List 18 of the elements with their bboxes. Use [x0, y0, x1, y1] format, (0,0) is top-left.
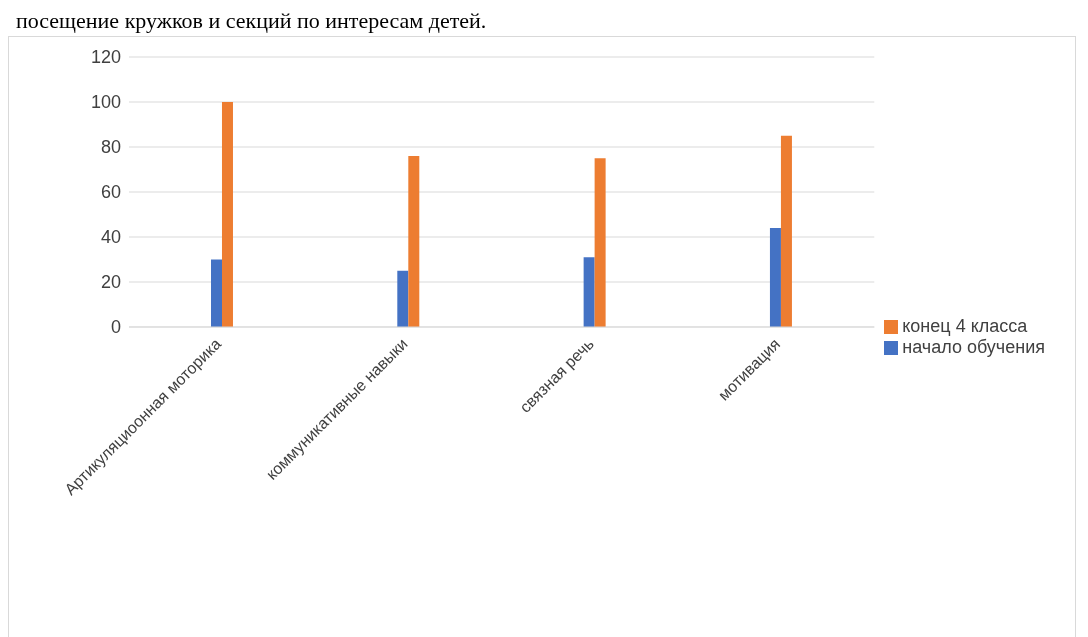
bar	[594, 158, 606, 327]
bar	[583, 257, 595, 327]
bar	[769, 228, 781, 327]
bar	[408, 156, 420, 327]
y-tick-label: 60	[100, 182, 121, 203]
bar	[221, 102, 233, 327]
y-tick-label: 100	[90, 92, 121, 113]
bar	[210, 259, 222, 327]
legend-label: начало обучения	[902, 337, 1045, 357]
bar	[397, 270, 409, 327]
y-tick-label: 80	[100, 137, 121, 158]
legend-label: конец 4 класса	[902, 316, 1028, 336]
text: посещение кружков и секций по интересам детей.	[16, 8, 488, 34]
y-tick-label: 120	[90, 47, 121, 68]
y-tick-label: 0	[110, 317, 121, 338]
y-tick-label: 20	[100, 272, 121, 293]
bar	[780, 135, 792, 327]
y-tick-label: 40	[100, 227, 121, 248]
